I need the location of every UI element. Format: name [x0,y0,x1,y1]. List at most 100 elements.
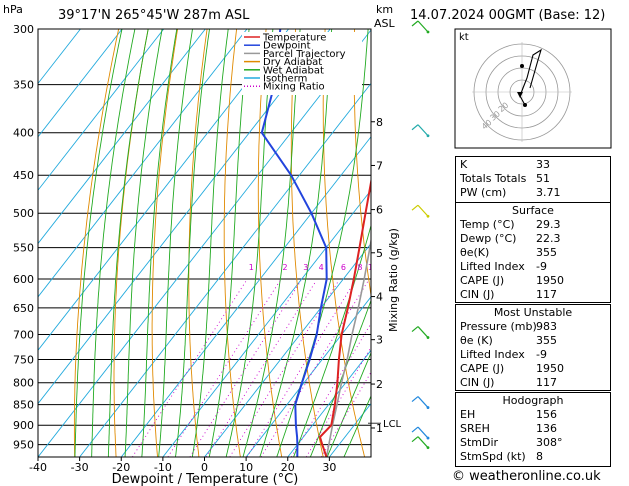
legend-label: Wet Adiabat [263,65,324,76]
km-tick-label: 4 [376,291,383,304]
legend-label: Dry Adiabat [263,57,322,68]
y-axis-label: hPa [3,3,23,16]
hodo-value: 308° [536,436,563,449]
hodo-value: 156 [536,408,557,421]
surface-row: Lifted Index -9 [460,260,606,275]
index-row: K 33 [460,158,606,173]
mixing-ratio-line [189,280,302,457]
surface-row: θe(K) 355 [460,246,606,261]
surface-row: Temp (°C) 29.3 [460,218,606,233]
temperature-tick-label: 0 [201,461,208,474]
pressure-tick-label: 550 [13,242,34,255]
surface-value: 22.3 [536,232,561,245]
wet-adiabat-line [259,29,333,457]
pressure-tick-label: 950 [13,439,34,452]
mu-value: -9 [536,348,547,361]
temperature-tick-label: -10 [154,461,172,474]
wind-barb-icon [411,436,430,450]
mu-row: Lifted Index -9 [460,348,606,363]
surface-key: CIN (J) [460,288,495,301]
index-key: Totals Totals [460,172,527,185]
mu-value: 983 [536,320,557,333]
km-tick-label: 5 [376,247,383,260]
mu-row: θe (K) 355 [460,334,606,349]
wet-adiabat-line [242,29,301,457]
legend-label: Isotherm [263,74,307,85]
isotherm-line [38,29,289,352]
surface-value: -9 [536,260,547,273]
series-layer [260,29,371,457]
dry-adiabat-line [188,29,208,457]
surface-key: Lifted Index [460,260,525,273]
mu-row: CIN (J) 117 [460,376,606,391]
hodo-value: 136 [536,422,557,435]
surface-key: Temp (°C) [460,218,515,231]
hodo-key: EH [460,408,476,421]
index-key: K [460,158,468,171]
hodo-row: EH 156 [460,408,606,423]
temperature-tick-label: 20 [281,461,295,474]
x-axis-label: Dewpoint / Temperature (°C) [112,472,299,486]
surface-key: θe(K) [460,246,490,259]
isotherm-line [204,242,371,457]
surface-row: CAPE (J) 1950 [460,274,606,289]
wet-adiabat-line [225,29,274,457]
pressure-tick-label: 650 [13,302,34,315]
pressure-tick-label: 900 [13,419,34,432]
mu-key: Lifted Index [460,348,525,361]
index-value: 3.71 [536,186,561,199]
dry-adiabat-line [353,29,371,298]
index-row: Totals Totals 51 [460,172,606,187]
mu-key: CIN (J) [460,376,495,389]
dry-adiabat-line [620,29,629,457]
mixing-ratio-label: 25 [425,263,435,272]
wet-adiabat-line [293,224,371,457]
mixing-ratio-label: 4 [319,263,324,272]
wind-barb-icon [411,396,430,409]
wind-barb-icon [411,204,430,218]
hodograph-unit: kt [459,32,469,43]
legend-label: Dewpoint [263,41,311,52]
hodo-row: StmSpd (kt) 8 [460,450,606,465]
surface-row: CIN (J) 117 [460,288,606,303]
temperature-tick-label: 10 [239,461,253,474]
km-tick-label: 3 [376,334,383,347]
axis-layer: 3003504004505005506006507007508008509009… [13,23,402,474]
km-tick-label: 1 [376,422,383,435]
asl-axis-label: ASL [374,17,396,30]
wet-adiabat-line [208,29,250,457]
isotherm-line [38,29,123,138]
index-row: PW (cm) 3.71 [460,186,606,201]
temperature-line [319,176,371,457]
surface-box: Surface Temp (°C) 29.3 Dewp (°C) 22.3 θe(K… [455,202,611,303]
wet-adiabat-line [343,394,371,457]
location-title: 39°17'N 265°45'W 287m ASL [58,8,250,23]
mixing-ratio-line [321,371,371,457]
legend-label: Mixing Ratio [263,82,325,93]
dry-adiabat-line [151,29,179,457]
mixing-ratio-line [167,280,281,457]
mixing-ratio-label: 3 [303,263,308,272]
mixing-ratio-line [229,280,339,457]
surface-value: 117 [536,288,557,301]
wet-adiabat-line [107,29,149,457]
mixing-ratio-label: 8 [357,263,362,272]
surface-value: 1950 [536,274,564,287]
wet-adiabat-line [74,29,123,457]
temperature-tick-label: -30 [71,461,89,474]
hodograph-point [523,103,527,107]
legend-label: Parcel Trajectory [263,49,346,60]
wind-barb-icon [411,20,430,34]
hodo-key: StmDir [460,436,499,449]
wet-adiabat-line [175,29,210,457]
wind-barb-icon [411,326,430,339]
km-tick-label: 6 [376,204,383,217]
indices-box: K 33 Totals Totals 51 PW (cm) 3.71 [455,156,611,203]
isotherm-line [38,29,248,298]
hodograph-frame [454,28,612,149]
dry-adiabat-line [290,29,324,457]
wet-adiabat-line [276,29,369,457]
most-unstable-box: Most Unstable Pressure (mb) 983 θe (K) 355… [455,304,611,391]
isotherm-line [38,29,331,405]
